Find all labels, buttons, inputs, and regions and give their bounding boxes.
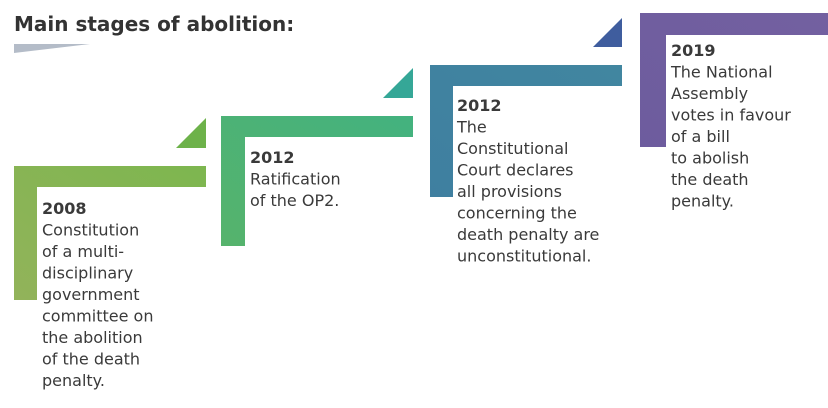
stage-bracket bbox=[14, 166, 206, 300]
stage-arrow bbox=[176, 118, 206, 148]
stage-arrow bbox=[593, 18, 622, 47]
stage-year: 2008 bbox=[42, 199, 87, 218]
stage-bracket bbox=[640, 13, 828, 147]
stage-bracket bbox=[221, 116, 413, 246]
stage-text: of a bill bbox=[671, 127, 730, 146]
stage-text: The bbox=[456, 118, 487, 137]
title-wedge bbox=[14, 44, 90, 53]
stage-text: The National bbox=[670, 63, 773, 82]
stage-text: the abolition bbox=[42, 328, 143, 347]
stage-text: of the OP2. bbox=[250, 191, 339, 210]
stage-year: 2019 bbox=[671, 41, 716, 60]
stage-text: all provisions bbox=[457, 182, 562, 201]
stage-text: unconstitutional. bbox=[457, 247, 591, 266]
stage-text: death penalty are bbox=[457, 225, 599, 244]
stage-text: committee on bbox=[42, 307, 153, 326]
stage-text: Ratification bbox=[250, 170, 341, 189]
stage-bracket bbox=[430, 65, 622, 197]
stage-text: the death bbox=[671, 170, 749, 189]
stage-text: concerning the bbox=[457, 204, 577, 223]
stage-text: penalty. bbox=[42, 371, 105, 390]
stage-text: of a multi- bbox=[42, 242, 124, 261]
stage-text: of the death bbox=[42, 350, 140, 369]
stage-arrow bbox=[383, 68, 413, 98]
stage-text: Court declares bbox=[457, 161, 574, 180]
title: Main stages of abolition: bbox=[14, 12, 294, 36]
stage-text: disciplinary bbox=[42, 264, 133, 283]
stage-text: Constitution bbox=[42, 221, 139, 240]
stage-text: Assembly bbox=[671, 84, 748, 103]
stage-text: Constitutional bbox=[457, 139, 568, 158]
stage-year: 2012 bbox=[457, 96, 502, 115]
stage-text: to abolish bbox=[671, 149, 749, 168]
stage-year: 2012 bbox=[250, 148, 295, 167]
stage-text: votes in favour bbox=[671, 106, 791, 125]
stage-text: government bbox=[42, 285, 140, 304]
stage-text: penalty. bbox=[671, 192, 734, 211]
